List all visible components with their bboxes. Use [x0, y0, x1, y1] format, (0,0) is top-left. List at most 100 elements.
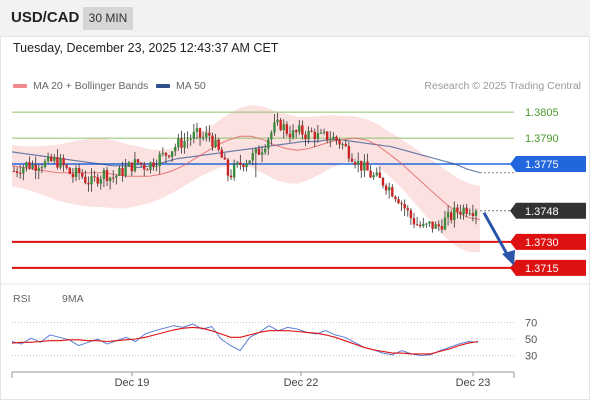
- candle-body: [338, 140, 341, 145]
- candle-body: [248, 160, 251, 164]
- ma50-label: MA 50: [176, 80, 206, 92]
- level-tag-3: [510, 202, 586, 219]
- candle-body: [409, 210, 413, 219]
- candle-body: [400, 203, 403, 205]
- candle-body: [201, 137, 205, 139]
- level-label-4: 1.3730: [525, 237, 559, 249]
- candle-body: [74, 168, 78, 178]
- candle-body: [43, 161, 47, 168]
- candle-body: [381, 177, 385, 186]
- candle-body: [31, 164, 34, 169]
- candle-body: [93, 176, 96, 178]
- level-tag-5: [510, 259, 586, 276]
- candle-body: [384, 185, 388, 191]
- candle-body: [391, 187, 394, 197]
- candle-body: [260, 152, 264, 155]
- candle-body: [130, 162, 134, 172]
- candle-body: [415, 224, 419, 226]
- ma50-swatch: [156, 84, 170, 89]
- legend-ma50: MA 50: [156, 80, 206, 92]
- candle-body: [118, 167, 121, 176]
- candle-body: [50, 156, 53, 161]
- candle-body: [164, 152, 168, 156]
- candle-body: [71, 173, 75, 178]
- candle-body: [84, 176, 87, 183]
- candle-body: [471, 213, 475, 216]
- candle-body: [322, 131, 326, 133]
- candle-body: [81, 172, 84, 177]
- candle-body: [412, 218, 416, 225]
- candle-body: [96, 176, 99, 184]
- candle-body: [174, 146, 177, 152]
- candle-body: [279, 119, 282, 131]
- candle-body: [282, 124, 285, 131]
- candle-body: [276, 119, 279, 123]
- candle-body: [341, 144, 344, 146]
- candle-body: [208, 132, 211, 136]
- candle-body: [474, 210, 478, 216]
- candle-body: [418, 224, 422, 227]
- candle-body: [12, 170, 16, 172]
- candle-body: [394, 196, 397, 200]
- rsi-label: RSI: [13, 293, 31, 305]
- level-label-1: 1.3790: [525, 133, 559, 145]
- rsi-tick-30: 30: [525, 351, 537, 363]
- candle-body: [254, 148, 258, 154]
- candle-body: [449, 212, 453, 221]
- candle-body: [288, 133, 292, 138]
- forecast-arrow-shaft: [482, 212, 510, 257]
- candle-body: [387, 187, 391, 191]
- level-label-2: 1.3775: [525, 159, 559, 171]
- candle-body: [301, 125, 304, 135]
- candle-body: [105, 170, 109, 182]
- candle-body: [19, 172, 22, 174]
- credit-text: Research © 2025 Trading Central: [424, 80, 581, 92]
- candle-body: [353, 161, 357, 165]
- x-tick-1: Dec 22: [284, 377, 319, 389]
- candle-body: [431, 221, 434, 229]
- candle-body: [108, 177, 112, 182]
- candle-body: [59, 158, 62, 168]
- bb-label: MA 20 + Bollinger Bands: [33, 80, 149, 92]
- candle-body: [102, 170, 106, 179]
- candle-body: [335, 136, 338, 141]
- candle-body: [403, 203, 406, 209]
- candle-body: [319, 132, 323, 134]
- candle-body: [34, 164, 37, 171]
- candle-body: [226, 159, 230, 176]
- candle-body: [205, 132, 208, 138]
- candle-body: [263, 148, 267, 153]
- candle-body: [192, 131, 196, 139]
- candle-body: [136, 159, 140, 163]
- candle-body: [229, 175, 233, 178]
- candle-body: [332, 136, 335, 140]
- candle-body: [146, 169, 149, 171]
- candle-body: [53, 157, 56, 161]
- candle-body: [139, 162, 143, 165]
- legend-rsi-ma: 9MA: [62, 293, 84, 305]
- candle-body: [456, 207, 459, 212]
- timeframe-button[interactable]: 30 MIN: [83, 7, 133, 30]
- candle-body: [236, 162, 239, 165]
- rsi-line: [11, 323, 479, 357]
- candle-body: [62, 158, 65, 166]
- candle-body: [428, 221, 431, 224]
- candle-body: [198, 128, 202, 138]
- level-label-0: 1.3805: [525, 107, 559, 119]
- candle-body: [152, 162, 155, 168]
- candle-body: [375, 172, 378, 176]
- candle-body: [453, 207, 456, 221]
- candle-body: [214, 139, 217, 147]
- candle-body: [347, 146, 351, 159]
- candle-body: [422, 223, 425, 227]
- candle-body: [304, 134, 307, 140]
- candle-body: [37, 168, 41, 171]
- candle-body: [344, 144, 347, 147]
- candle-body: [127, 162, 130, 167]
- candle-body: [245, 163, 248, 168]
- rsi-tick-50: 50: [525, 334, 537, 346]
- header-bar: USD/CAD 30 MIN: [0, 0, 590, 36]
- candle-body: [133, 159, 137, 172]
- candle-body: [366, 161, 369, 171]
